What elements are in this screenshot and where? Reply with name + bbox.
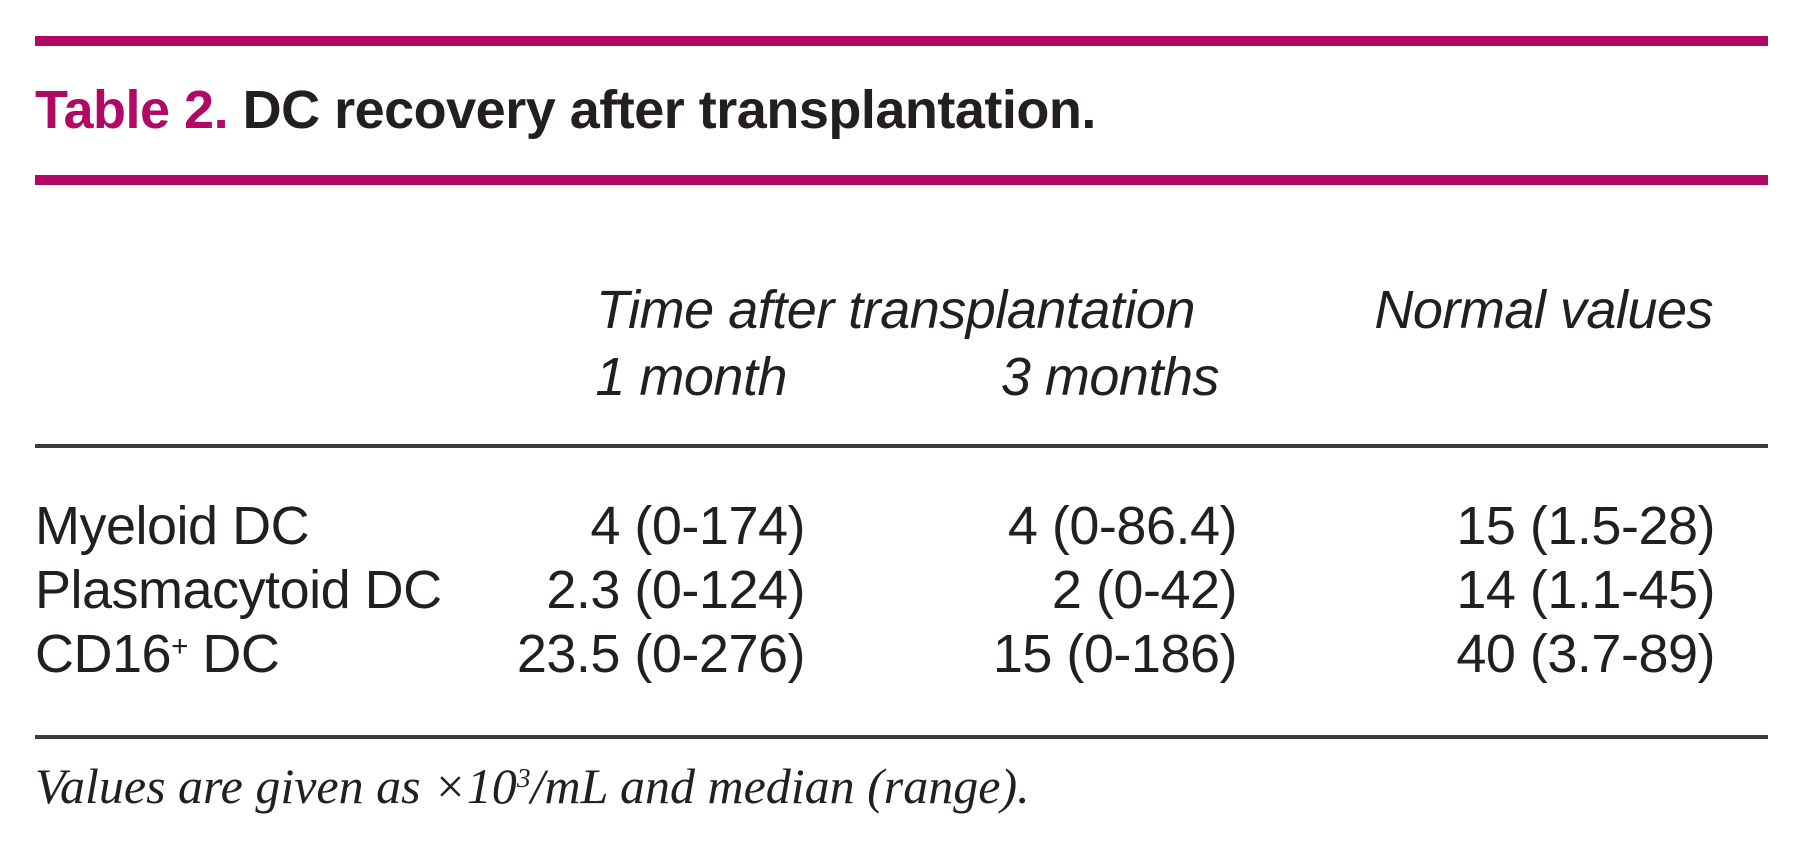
footnote-text-end: /mL and median (range). [530,758,1030,814]
header-time-after-transplantation: Time after transplantation [596,280,1195,340]
row-label: Plasmacytoid DC [35,558,470,631]
table-title: Table 2. DC recovery after transplantati… [35,78,1096,142]
cell-1-month: 2.3 (0-124) [546,560,805,620]
cell-3-months: 15 (0-186) [992,624,1238,684]
header-1-month: 1 month [595,347,787,407]
accent-rule-top [35,36,1768,46]
cell-3-months: 2 (0-42) [1051,560,1238,620]
footnote-exponent: 3 [516,761,531,793]
column-header-row-group: Time after transplantation Normal values [35,278,1768,342]
table-row: Plasmacytoid DC 2.3 (0-124) 2 (0-42) 14 … [35,558,1768,631]
footnote-text-start: Values are given as ×10 [35,758,517,814]
row-label-text: Myeloid DC [35,496,310,556]
footnote: Values are given as ×103/mL and median (… [35,756,1030,824]
accent-rule-title-bottom [35,175,1768,185]
row-label-superscript: + [171,629,188,663]
row-label-text: Plasmacytoid DC [35,560,442,620]
cell-normal-values: 15 (1.5-28) [1456,496,1715,556]
cell-1-month: 4 (0-174) [590,496,805,556]
cell-normal-values: 14 (1.1-45) [1456,560,1715,620]
column-header-row-months: 1 month 3 months [35,345,1768,409]
table-title-text: DC recovery after transplantation. [228,80,1097,140]
cell-1-month: 23.5 (0-276) [516,624,806,684]
table-row: Myeloid DC 4 (0-174) 4 (0-86.4) 15 (1.5-… [35,494,1768,567]
table-row: CD16+ DC 23.5 (0-276) 15 (0-186) 40 (3.7… [35,622,1768,695]
header-3-months: 3 months [1000,347,1220,407]
divider-below-headers [35,444,1768,448]
table-number-label: Table 2. [35,80,229,140]
row-label: Myeloid DC [35,494,470,567]
header-normal-values: Normal values [1374,280,1713,340]
row-label-text: CD16 [35,624,172,684]
cell-normal-values: 40 (3.7-89) [1456,624,1715,684]
row-label: CD16+ DC [35,622,470,695]
cell-3-months: 4 (0-86.4) [1007,496,1238,556]
row-label-rest: DC [187,624,280,684]
divider-above-footnote [35,735,1768,739]
